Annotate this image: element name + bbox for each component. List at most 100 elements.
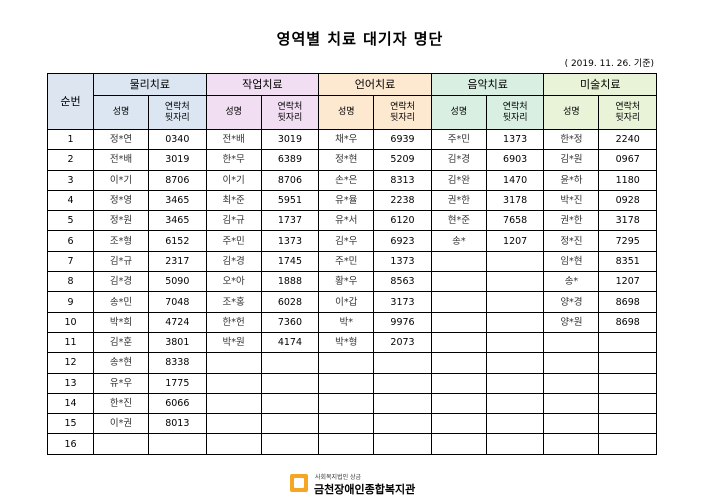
contact-digits-cell: 3019 — [148, 149, 207, 171]
row-number: 10 — [47, 311, 94, 333]
table-row: 1 정*연 0340 전*배 3019 채*우 6939 주*민 1373 한*정 2240 — [47, 128, 658, 151]
table-row: 11 김*훈 3801 박*원 4174 박*형 2073 — [47, 331, 658, 354]
contact-digits-cell: 2073 — [373, 331, 432, 354]
patient-name-cell: 황*우 — [318, 271, 375, 293]
contact-digits-cell: 8698 — [598, 311, 658, 333]
patient-name-cell: 한*무 — [205, 149, 262, 171]
contact-digits-cell: 1373 — [373, 250, 432, 273]
patient-name-cell: 김*훈 — [93, 331, 149, 354]
patient-name-cell: 최*준 — [205, 189, 262, 212]
patient-name-cell: 양*원 — [543, 311, 600, 333]
table-row: 3 이*기 8706 이*기 8706 손*은 8313 김*완 1470 윤*하 1180 — [47, 169, 658, 191]
patient-name-cell — [318, 372, 375, 394]
patient-name-cell: 송* — [543, 271, 600, 293]
contact-digits-cell: 5209 — [373, 149, 432, 171]
patient-name-cell: 유*율 — [318, 189, 375, 212]
patient-name-cell — [543, 352, 600, 374]
row-number: 9 — [47, 291, 94, 313]
contact-digits-cell: 8698 — [598, 291, 658, 313]
patient-name-cell: 권*한 — [543, 210, 600, 232]
contact-digits-cell: 6939 — [373, 128, 432, 151]
contact-digits-cell: 8563 — [373, 271, 432, 293]
contact-column-header: 연락처 뒷자리 — [260, 95, 320, 130]
contact-digits-cell — [148, 433, 207, 455]
patient-name-cell — [430, 372, 487, 394]
patient-name-cell — [543, 372, 600, 394]
contact-digits-cell — [598, 331, 658, 354]
name-column-header: 성명 — [205, 95, 262, 130]
patient-name-cell — [543, 413, 600, 435]
patient-name-cell — [430, 250, 487, 273]
contact-digits-cell: 1737 — [260, 210, 320, 232]
patient-name-cell: 김*완 — [430, 169, 487, 191]
patient-name-cell: 현*준 — [430, 210, 487, 232]
patient-name-cell — [430, 271, 487, 293]
patient-name-cell: 정*원 — [93, 210, 149, 232]
patient-name-cell: 양*경 — [543, 291, 600, 313]
contact-header-line: 뒷자리 — [390, 112, 415, 123]
contact-digits-cell: 5090 — [148, 271, 207, 293]
table-row: 16 — [47, 433, 658, 455]
contact-digits-cell — [373, 372, 432, 394]
patient-name-cell: 박* — [318, 311, 375, 333]
patient-name-cell: 한*정 — [543, 128, 600, 151]
patient-name-cell: 김*경 — [430, 149, 487, 171]
table-row: 12 송*현 8338 — [47, 352, 658, 374]
contact-digits-cell — [373, 352, 432, 374]
row-number: 2 — [47, 149, 94, 171]
column-header-row: 성명 연락처 뒷자리 성명 연락처 뒷자리 성명 연락처 뒷자리 성명 연락처 뒷자리 성명 연락처 뒷자리 — [48, 95, 658, 130]
name-column-header: 성명 — [430, 95, 487, 130]
patient-name-cell — [205, 352, 262, 374]
contact-column-header: 연락처 뒷자리 — [598, 95, 658, 130]
department-header-row: 순번 물리치료 작업치료 언어치료 음악치료 미술치료 — [47, 73, 658, 130]
patient-name-cell: 김*규 — [93, 250, 149, 273]
name-column-header: 성명 — [93, 95, 149, 130]
patient-name-cell: 임*현 — [543, 250, 600, 273]
patient-name-cell — [430, 433, 487, 455]
contact-digits-cell — [485, 311, 545, 333]
patient-name-cell: 한*헌 — [205, 311, 262, 333]
table-row: 5 정*원 3465 김*규 1737 유*서 6120 현*준 7658 권*한 3178 — [47, 210, 658, 232]
row-number: 3 — [47, 169, 94, 191]
patient-name-cell: 이*갑 — [318, 291, 375, 313]
table-row: 14 한*진 6066 — [47, 392, 658, 415]
patient-name-cell: 주*민 — [430, 128, 487, 151]
contact-digits-cell: 8706 — [260, 169, 320, 191]
patient-name-cell — [205, 392, 262, 415]
row-number: 5 — [47, 210, 94, 232]
contact-digits-cell: 3465 — [148, 210, 207, 232]
patient-name-cell: 주*민 — [318, 250, 375, 273]
table-row: 7 김*규 2317 김*경 1745 주*민 1373 임*현 8351 — [47, 250, 658, 273]
patient-name-cell — [93, 433, 149, 455]
name-column-header: 성명 — [543, 95, 600, 130]
patient-name-cell: 윤*하 — [543, 169, 600, 191]
contact-digits-cell — [485, 433, 545, 455]
patient-name-cell: 주*민 — [205, 230, 262, 252]
row-number: 13 — [47, 372, 94, 394]
contact-digits-cell: 6152 — [148, 230, 207, 252]
dept-header-art: 미술치료 — [543, 73, 658, 96]
contact-header-line: 연락처 — [164, 101, 190, 112]
contact-header-line: 뒷자리 — [164, 112, 190, 123]
contact-digits-cell: 2317 — [148, 250, 207, 273]
patient-name-cell — [205, 433, 262, 455]
contact-digits-cell — [260, 433, 320, 455]
contact-digits-cell — [373, 413, 432, 435]
row-number: 12 — [47, 352, 94, 374]
contact-digits-cell: 1775 — [148, 372, 207, 394]
table-row: 13 유*우 1775 — [47, 372, 658, 394]
patient-name-cell: 송*현 — [93, 352, 149, 374]
patient-name-cell — [205, 372, 262, 394]
contact-header-line: 연락처 — [615, 101, 641, 112]
patient-name-cell: 정*현 — [318, 149, 375, 171]
contact-column-header: 연락처 뒷자리 — [485, 95, 545, 130]
patient-name-cell: 송* — [430, 230, 487, 252]
row-number: 1 — [47, 128, 94, 151]
contact-column-header: 연락처 뒷자리 — [373, 95, 432, 130]
contact-digits-cell: 6120 — [373, 210, 432, 232]
table-row: 15 이*권 8013 — [47, 413, 658, 435]
contact-digits-cell: 3465 — [148, 189, 207, 212]
patient-name-cell — [318, 352, 375, 374]
row-number: 14 — [47, 392, 94, 415]
dept-header-music: 음악치료 — [430, 73, 545, 96]
